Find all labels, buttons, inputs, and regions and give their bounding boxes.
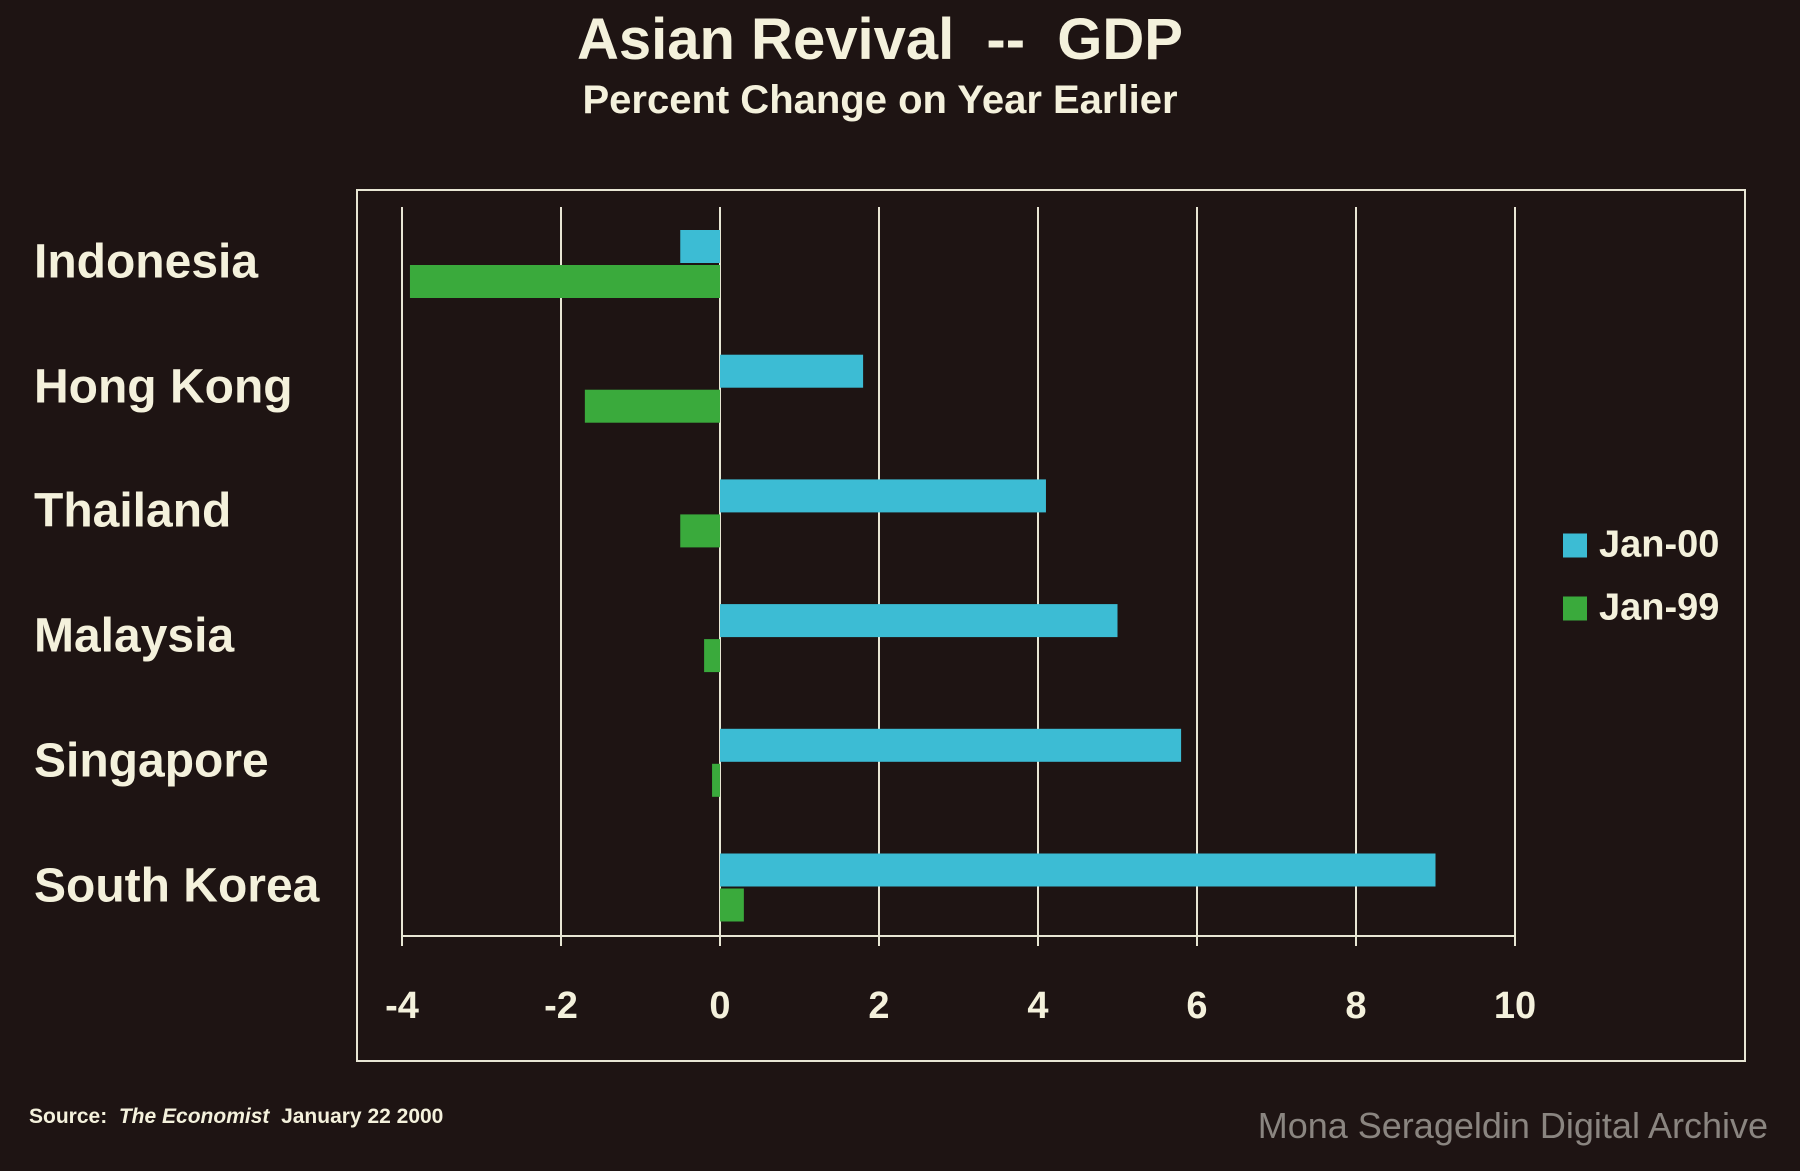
tick-label: -4 [385, 985, 419, 1027]
category-label: Thailand [34, 484, 232, 538]
category-label: Indonesia [34, 235, 259, 289]
bar-jan-00-singapore [720, 728, 1182, 762]
tick-label: 0 [709, 985, 730, 1027]
legend-label: Jan-00 [1599, 523, 1720, 566]
source-note: Source: The Economist January 22 2000 [29, 1105, 443, 1129]
source-date: January 22 2000 [281, 1105, 444, 1128]
bar-jan-00-thailand [720, 479, 1046, 513]
bar-jan-99-thailand [680, 514, 720, 548]
bar-jan-99-indonesia [409, 265, 720, 298]
tick-label: -2 [544, 985, 578, 1027]
category-label: Malaysia [34, 609, 235, 663]
bar-jan-00-malaysia [720, 604, 1118, 638]
legend-item-jan-00: Jan-00 [1563, 524, 1719, 567]
bar-jan-00-hong-kong [720, 354, 864, 388]
watermark: Mona Serageldin Digital Archive [1257, 1105, 1768, 1146]
source-label: Source: [29, 1105, 108, 1128]
legend-label: Jan-99 [1599, 586, 1720, 629]
legend-item-jan-99: Jan-99 [1563, 587, 1719, 630]
tick-label: 6 [1186, 985, 1207, 1027]
tick-label: 4 [1027, 985, 1048, 1027]
chart-title: Asian Revival -- GDP [577, 7, 1183, 72]
source-publication: The Economist [118, 1105, 270, 1128]
bar-jan-99-hong-kong [584, 389, 720, 423]
bar-jan-99-malaysia [704, 639, 720, 673]
tick-label: 2 [868, 985, 889, 1027]
bar-jan-99-singapore [712, 763, 720, 797]
bar-jan-99-south-korea [720, 888, 744, 922]
category-label: South Korea [34, 859, 320, 912]
category-label: Hong Kong [34, 360, 293, 414]
tick-label: 10 [1494, 985, 1536, 1027]
category-label: Singapore [34, 734, 269, 788]
tick-label: 8 [1345, 985, 1366, 1027]
bar-jan-00-south-korea [720, 853, 1436, 887]
plot-frame [356, 189, 1746, 1062]
legend-swatch [1563, 533, 1587, 557]
chart-subtitle: Percent Change on Year Earlier [582, 78, 1178, 122]
legend-swatch [1563, 596, 1587, 620]
bar-jan-00-indonesia [680, 230, 720, 263]
